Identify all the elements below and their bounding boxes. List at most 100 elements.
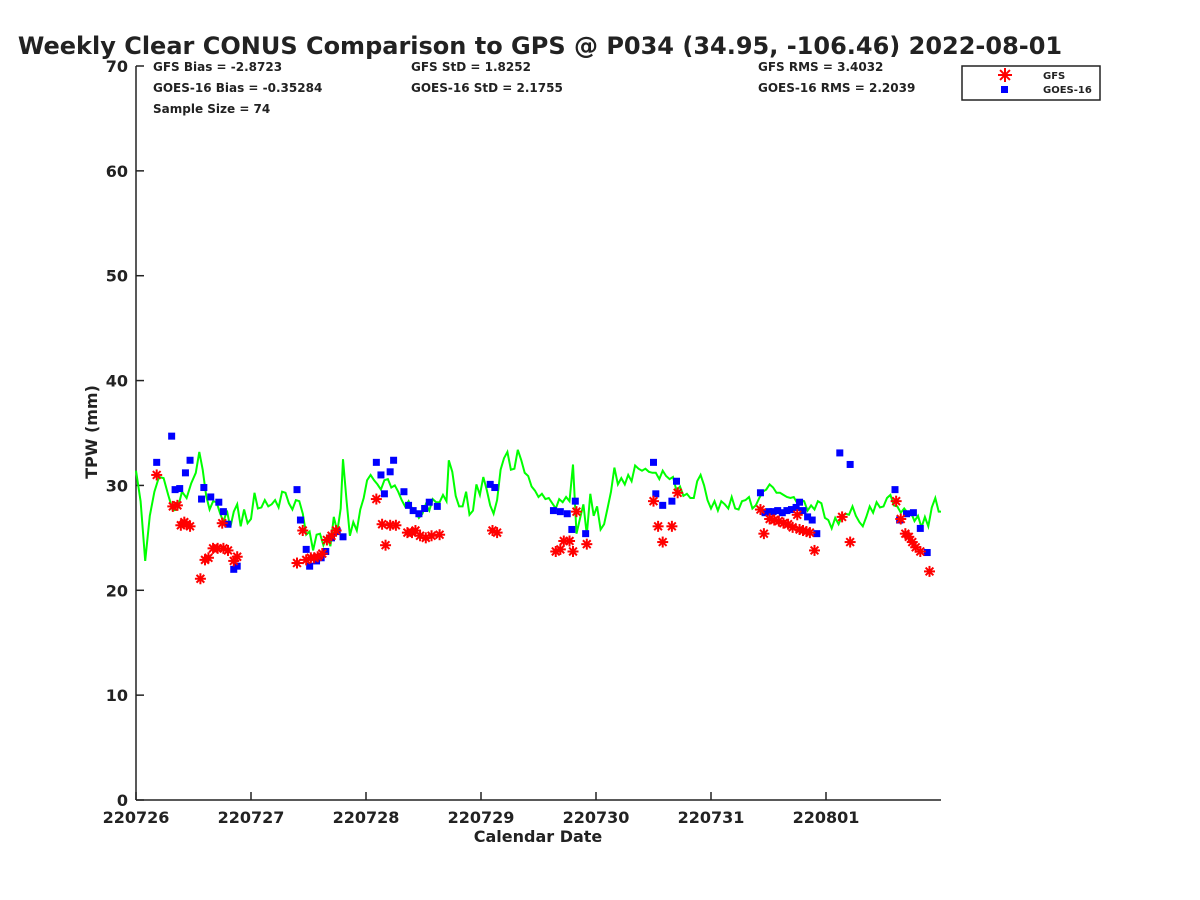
axes — [135, 65, 941, 801]
gfs-point — [194, 573, 206, 585]
stats-block: GFS Bias = -2.8723 GOES-16 Bias = -0.352… — [153, 60, 915, 116]
gfs-bias-text: GFS Bias = -2.8723 — [153, 60, 282, 74]
goes-point — [652, 490, 660, 498]
goes-point — [774, 507, 782, 515]
y-tick-label: 70 — [106, 57, 128, 76]
goes-point — [296, 516, 304, 524]
goes-point — [200, 484, 208, 492]
goes-point — [916, 524, 924, 532]
y-tick-label: 10 — [106, 686, 128, 705]
goes-point — [186, 456, 194, 464]
goes-point — [377, 471, 385, 479]
legend-gfs-label: GFS — [1043, 71, 1065, 82]
gfs-series — [151, 469, 935, 585]
goes-point — [909, 509, 917, 517]
goes-point — [306, 562, 314, 570]
gfs-point — [924, 565, 935, 577]
goes-point — [650, 458, 657, 466]
goes-point — [556, 508, 564, 516]
goes-point — [836, 449, 844, 457]
gfs-point — [202, 552, 214, 564]
goes-point — [486, 480, 494, 488]
goes-point — [380, 490, 388, 498]
goes-point — [219, 508, 227, 516]
gfs-point — [804, 527, 816, 539]
gfs-point — [330, 525, 342, 537]
legend: GFS GOES-16 — [961, 65, 1101, 101]
x-tick-label: 220727 — [218, 808, 285, 827]
goes-std-text: GOES-16 StD = 2.1755 — [411, 81, 563, 95]
goes-point — [549, 507, 557, 515]
x-tick-label: 220731 — [678, 808, 745, 827]
gfs-point — [836, 511, 848, 523]
goes-point — [425, 498, 433, 506]
goes-point — [171, 486, 179, 494]
goes-point — [317, 554, 325, 562]
x-tick-label: 220801 — [793, 808, 860, 827]
gfs-point — [672, 487, 684, 499]
gfs-point — [791, 509, 803, 521]
x-tick-label: 220726 — [103, 808, 170, 827]
goes-point — [765, 508, 772, 516]
gfs-point — [844, 536, 856, 548]
gfs-point — [567, 545, 579, 557]
sample-size-text: Sample Size = 74 — [153, 102, 270, 116]
goes-point — [168, 432, 176, 440]
goes-point — [808, 516, 816, 524]
goes-point — [390, 456, 398, 464]
goes-point — [783, 507, 791, 515]
goes-point — [778, 509, 786, 517]
goes-bias-text: GOES-16 Bias = -0.35284 — [153, 81, 322, 95]
gfs-point — [390, 519, 402, 531]
goes-point — [846, 460, 854, 468]
gfs-point — [657, 536, 669, 548]
tick-labels: 0 10 20 30 40 50 60 70 220726 220727 220728 220729 2… — [103, 57, 860, 827]
legend-box — [961, 65, 1101, 101]
goes-point — [405, 501, 413, 509]
legend-gfs-asterisk — [998, 68, 1012, 82]
gfs-point — [216, 517, 228, 529]
goes-point — [668, 497, 676, 505]
y-tick-label: 60 — [106, 162, 128, 181]
goes-point — [302, 545, 310, 553]
goes-point — [339, 533, 347, 541]
goes-point — [233, 562, 241, 570]
y-tick-label: 20 — [106, 581, 128, 600]
gfs-point — [652, 520, 664, 532]
goes-point — [409, 507, 417, 515]
goes-point — [756, 489, 764, 497]
goes-point — [813, 530, 821, 538]
gfs-point — [809, 544, 820, 556]
goes-point — [176, 485, 184, 493]
goes-point — [769, 508, 777, 516]
gfs-rms-text: GFS RMS = 3.4032 — [758, 60, 883, 74]
goes-point — [181, 469, 189, 477]
gfs-point — [426, 530, 438, 542]
goes-point — [415, 510, 423, 518]
gfs-point — [171, 499, 183, 511]
gfs-point — [151, 469, 163, 481]
gfs-point — [570, 506, 582, 518]
goes-point — [582, 530, 590, 538]
gfs-point — [564, 535, 576, 547]
goes-point — [491, 484, 499, 492]
goes-point — [224, 520, 232, 528]
gfs-point — [895, 513, 907, 525]
goes-point — [568, 525, 576, 533]
gfs-std-text: GFS StD = 1.8252 — [411, 60, 531, 74]
gfs-point — [581, 538, 593, 550]
gfs-point — [291, 557, 303, 569]
gfs-point — [648, 495, 659, 507]
goes-point — [372, 458, 380, 466]
gfs-point — [231, 551, 243, 563]
gfs-point — [380, 539, 392, 551]
goes-point — [891, 486, 899, 494]
goes-point — [153, 458, 161, 466]
goes-point — [433, 502, 441, 510]
gps-line — [135, 448, 941, 562]
goes-point — [421, 504, 429, 512]
x-tick-label: 220729 — [448, 808, 515, 827]
legend-goes-marker — [1001, 86, 1008, 93]
goes-point — [207, 493, 215, 501]
